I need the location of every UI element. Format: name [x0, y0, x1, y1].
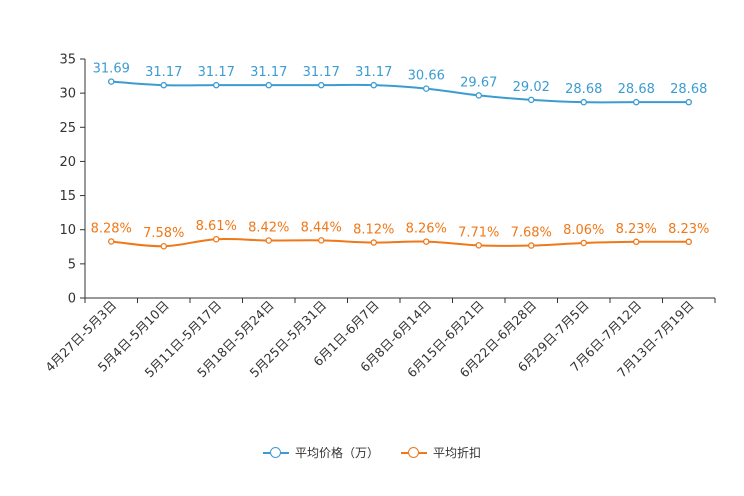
- legend-price-marker-icon: [262, 446, 289, 459]
- data-label: 31.69: [93, 62, 130, 77]
- data-point: [422, 238, 430, 245]
- data-point: [317, 237, 325, 244]
- series-line-price: [111, 80, 689, 104]
- data-label: 28.68: [565, 82, 602, 97]
- data-label: 8.42%: [248, 221, 289, 236]
- y-tick-label: 20: [59, 155, 76, 170]
- y-tick-label: 5: [68, 257, 76, 272]
- data-point: [265, 81, 272, 89]
- y-tick-label: 15: [59, 189, 76, 204]
- series-line-discount: [111, 237, 689, 248]
- data-label: 28.68: [670, 82, 707, 97]
- y-tick-label: 0: [68, 292, 76, 307]
- data-label: 7.68%: [511, 226, 552, 241]
- data-point: [633, 98, 640, 106]
- data-point: [475, 92, 482, 99]
- data-label: 8.23%: [668, 222, 709, 237]
- data-point: [108, 78, 115, 85]
- data-point: [475, 242, 482, 249]
- data-label: 29.67: [460, 75, 497, 90]
- data-point: [160, 81, 167, 89]
- legend-price-label: 平均价格（万）: [294, 446, 379, 460]
- data-label: 8.12%: [353, 223, 394, 238]
- y-tick-label: 30: [59, 87, 76, 102]
- data-point: [685, 98, 693, 106]
- data-label: 31.17: [303, 65, 340, 80]
- data-label: 8.44%: [301, 220, 342, 235]
- y-tick-label: 25: [59, 121, 76, 136]
- data-point: [370, 81, 377, 89]
- data-point: [317, 81, 325, 89]
- data-point: [528, 96, 535, 104]
- legend-discount-label: 平均折扣: [433, 446, 482, 460]
- data-point: [685, 238, 693, 246]
- legend-discount-marker-icon: [401, 446, 427, 459]
- data-label: 31.17: [145, 65, 182, 80]
- data-point: [580, 239, 588, 247]
- data-label: 8.28%: [91, 221, 132, 236]
- data-point: [212, 235, 220, 243]
- data-point: [265, 237, 272, 244]
- data-point: [108, 238, 115, 245]
- legend-item-price[interactable]: 平均价格（万）: [262, 444, 379, 461]
- data-point: [160, 242, 167, 250]
- data-label: 28.68: [618, 82, 655, 97]
- data-point: [422, 85, 430, 92]
- data-label: 8.61%: [196, 219, 237, 234]
- data-label: 31.17: [250, 65, 287, 80]
- legend-item-discount[interactable]: 平均折扣: [401, 444, 481, 461]
- data-label: 8.06%: [563, 223, 604, 238]
- data-label: 31.17: [355, 65, 392, 80]
- data-label: 7.71%: [458, 225, 499, 240]
- data-point: [528, 242, 535, 249]
- legend: 平均价格（万） 平均折扣: [0, 444, 744, 461]
- data-point: [633, 238, 640, 246]
- line-chart: 051015202530354月27日-5月3日5月4日-5月10日5月11日-…: [42, 53, 716, 380]
- data-point: [370, 239, 377, 246]
- y-tick-label: 10: [59, 223, 76, 238]
- data-label: 8.26%: [406, 222, 447, 237]
- data-point: [212, 81, 220, 89]
- data-label: 29.02: [513, 80, 550, 95]
- data-label: 30.66: [408, 69, 445, 84]
- y-tick-label: 35: [59, 53, 76, 68]
- data-label: 8.23%: [616, 222, 657, 237]
- data-label: 7.58%: [143, 226, 184, 241]
- data-point: [580, 98, 588, 106]
- data-label: 31.17: [198, 65, 235, 80]
